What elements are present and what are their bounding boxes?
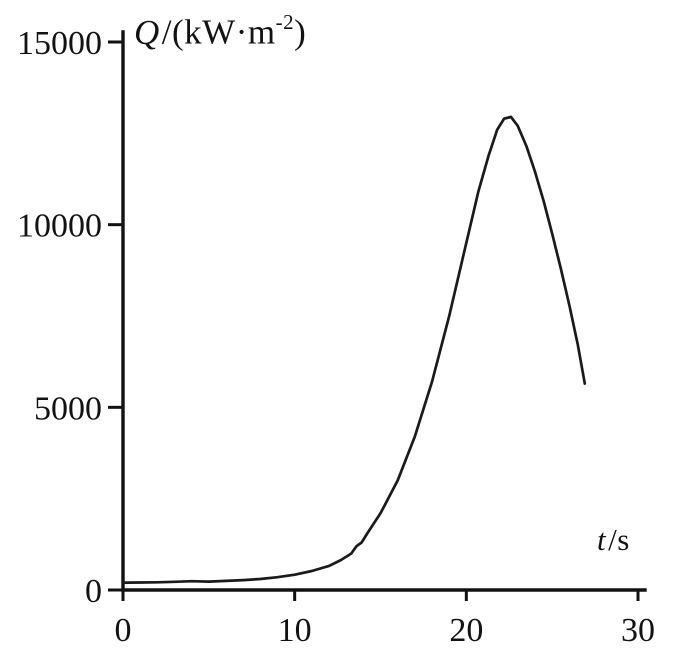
x-axis-symbol: t	[597, 522, 607, 557]
y-tick-label: 5000	[34, 390, 102, 427]
y-tick-label: 15000	[17, 25, 102, 62]
y-axis-units-post: )	[294, 12, 307, 52]
x-tick-label: 0	[115, 612, 132, 649]
y-axis-symbol: Q	[134, 12, 160, 52]
x-axis-title: t/s	[597, 522, 630, 558]
data-line	[121, 115, 587, 585]
y-axis-title: Q/(kW·m-2)	[134, 10, 307, 53]
x-tick-label: 10	[278, 612, 312, 649]
x-tick-label: 20	[449, 612, 483, 649]
y-tick-label: 10000	[17, 208, 102, 245]
y-axis-units-pre: /(kW·m	[161, 12, 276, 52]
x-axis-units: /s	[608, 522, 630, 557]
x-tick-label: 30	[621, 612, 655, 649]
y-tick-label: 0	[85, 573, 102, 610]
y-axis-exponent: -2	[275, 10, 295, 34]
